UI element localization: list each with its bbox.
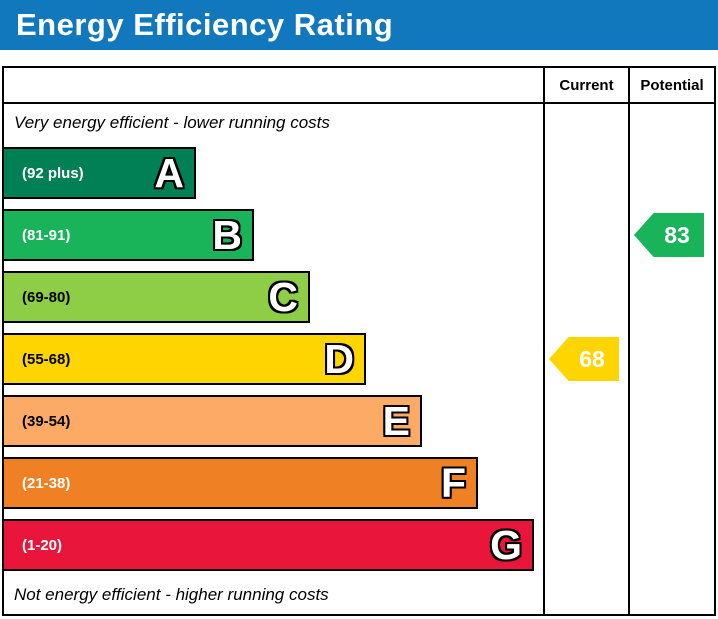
band-a-range-label: (92 plus) — [22, 164, 84, 182]
potential-column-header: Potential — [628, 68, 714, 102]
band-c-range-label: (69-80) — [22, 288, 71, 306]
band-e-letter: E — [382, 397, 410, 444]
band-bar-d: (55-68) D — [4, 333, 366, 385]
band-row-d: (55-68) D — [4, 328, 543, 390]
band-e-range-label: (39-54) — [22, 412, 71, 430]
bottom-note: Not energy efficient - higher running co… — [14, 585, 329, 604]
band-b-range-label: (81-91) — [22, 226, 71, 244]
band-row-f: (21-38) F — [4, 452, 543, 514]
current-rating-column: 68 — [543, 104, 628, 614]
band-row-c: (69-80) C — [4, 266, 543, 328]
band-a-letter: A — [154, 149, 184, 196]
band-bar-g: (1-20) G — [4, 519, 534, 571]
band-bar-e: (39-54) E — [4, 395, 422, 447]
epc-chart: Current Potential Very energy efficient … — [2, 66, 716, 616]
band-d-range-label: (55-68) — [22, 350, 71, 368]
band-row-g: (1-20) G — [4, 514, 543, 576]
chart-body: Very energy efficient - lower running co… — [4, 104, 714, 614]
potential-rating-column: 83 — [628, 104, 714, 614]
band-bar-f: (21-38) F — [4, 457, 478, 509]
band-bar-b: (81-91) B — [4, 209, 254, 261]
chart-title-bar: Energy Efficiency Rating — [0, 0, 718, 50]
band-b-letter: B — [212, 211, 242, 258]
current-rating-arrow: 68 — [549, 337, 619, 381]
band-row-a: (92 plus) A — [4, 142, 543, 204]
band-row-e: (39-54) E — [4, 390, 543, 452]
page-title: Energy Efficiency Rating — [16, 7, 394, 42]
band-g-range-label: (1-20) — [22, 536, 63, 554]
header-spacer — [4, 68, 543, 102]
current-column-header: Current — [543, 68, 628, 102]
potential-rating-arrow: 83 — [634, 213, 704, 257]
band-c-letter: C — [268, 273, 298, 320]
chart-header-row: Current Potential — [4, 68, 714, 104]
band-f-range-label: (21-38) — [22, 474, 71, 492]
band-d-letter: D — [324, 335, 354, 382]
top-note: Very energy efficient - lower running co… — [14, 113, 330, 132]
band-g-letter: G — [490, 521, 522, 568]
bands-column: Very energy efficient - lower running co… — [4, 104, 543, 614]
band-bar-c: (69-80) C — [4, 271, 310, 323]
band-f-letter: F — [440, 459, 466, 506]
band-bar-a: (92 plus) A — [4, 147, 196, 199]
band-row-b: (81-91) B — [4, 204, 543, 266]
